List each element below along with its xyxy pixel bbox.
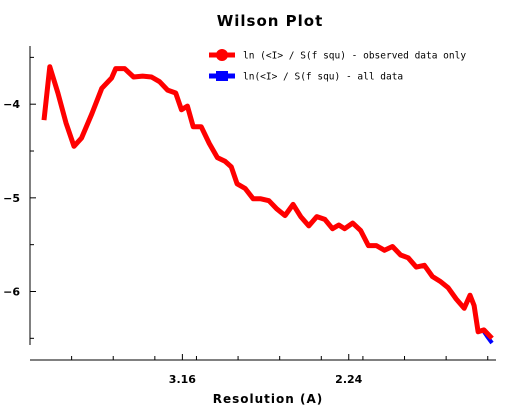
y-tick-label: −4 [3, 98, 20, 111]
series-lines [41, 64, 494, 345]
y-tick-label: −6 [3, 285, 20, 298]
axes [29, 46, 496, 361]
x-tick-label: 2.24 [335, 373, 362, 386]
legend-label: ln (<I> / S(f squ) - observed data only [243, 51, 466, 62]
x-axis-label: Resolution (A) [213, 392, 324, 406]
y-tick-label: −5 [3, 192, 20, 205]
x-axis-ticks: 3.16 2.24 [71, 354, 489, 386]
x-tick-label: 3.16 [169, 373, 196, 386]
legend-marker [216, 49, 228, 61]
legend: ln (<I> / S(f squ) - observed data only l… [209, 49, 466, 83]
legend-marker [216, 71, 228, 81]
chart-title: Wilson Plot [217, 12, 324, 30]
series-line-observed [41, 64, 494, 341]
legend-label: ln(<I> / S(f squ) - all data [243, 72, 403, 83]
y-axis-ticks: −4 −5 −6 [3, 56, 36, 339]
